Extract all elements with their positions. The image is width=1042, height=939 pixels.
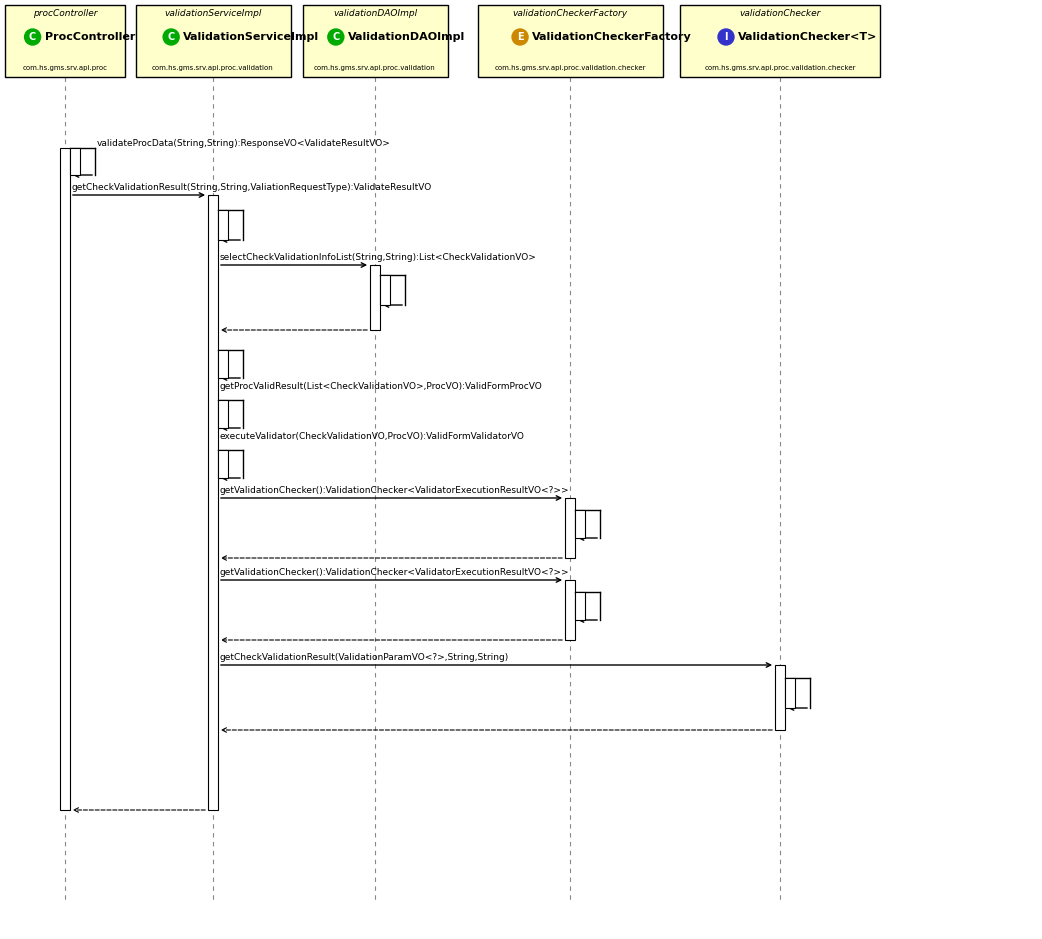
Bar xyxy=(565,498,575,558)
Text: ProcController: ProcController xyxy=(45,32,135,42)
Bar xyxy=(60,148,70,810)
Circle shape xyxy=(164,29,179,45)
Text: ValidationCheckerFactory: ValidationCheckerFactory xyxy=(532,32,692,42)
Text: ValidationDAOImpl: ValidationDAOImpl xyxy=(348,32,465,42)
Text: C: C xyxy=(29,32,36,42)
Circle shape xyxy=(718,29,734,45)
Bar xyxy=(218,210,228,240)
Text: executeValidator(CheckValidationVO,ProcVO):ValidFormValidatorVO: executeValidator(CheckValidationVO,ProcV… xyxy=(220,432,525,441)
Text: com.hs.gms.srv.api.proc.validation: com.hs.gms.srv.api.proc.validation xyxy=(152,65,274,71)
Text: I: I xyxy=(724,32,727,42)
Bar xyxy=(680,5,880,77)
Bar xyxy=(370,265,380,330)
Text: C: C xyxy=(168,32,175,42)
Text: getProcValidResult(List<CheckValidationVO>,ProcVO):ValidFormProcVO: getProcValidResult(List<CheckValidationV… xyxy=(220,382,543,391)
Text: selectCheckValidationInfoList(String,String):List<CheckValidationVO>: selectCheckValidationInfoList(String,Str… xyxy=(220,253,537,262)
Bar xyxy=(477,5,663,77)
Text: C: C xyxy=(332,32,340,42)
Text: procController: procController xyxy=(32,9,97,18)
Text: validationDAOImpl: validationDAOImpl xyxy=(333,9,417,18)
Text: E: E xyxy=(517,32,523,42)
Text: getCheckValidationResult(ValidationParamVO<?>,String,String): getCheckValidationResult(ValidationParam… xyxy=(220,653,510,662)
Text: getValidationChecker():ValidationChecker<ValidatorExecutionResultVO<?>>: getValidationChecker():ValidationChecker… xyxy=(220,568,570,577)
Bar xyxy=(208,195,218,810)
Circle shape xyxy=(328,29,344,45)
Text: com.hs.gms.srv.api.proc.validation: com.hs.gms.srv.api.proc.validation xyxy=(314,65,436,71)
Circle shape xyxy=(512,29,528,45)
Text: com.hs.gms.srv.api.proc.validation.checker: com.hs.gms.srv.api.proc.validation.check… xyxy=(704,65,855,71)
Text: validationCheckerFactory: validationCheckerFactory xyxy=(513,9,627,18)
Text: com.hs.gms.srv.api.proc: com.hs.gms.srv.api.proc xyxy=(23,65,107,71)
Text: getCheckValidationResult(String,String,ValiationRequestType):ValidateResultVO: getCheckValidationResult(String,String,V… xyxy=(72,183,432,192)
Bar xyxy=(775,665,785,730)
Text: com.hs.gms.srv.api.proc.validation.checker: com.hs.gms.srv.api.proc.validation.check… xyxy=(494,65,646,71)
Bar xyxy=(5,5,125,77)
Bar xyxy=(302,5,447,77)
Bar xyxy=(218,350,228,378)
Text: validateProcData(String,String):ResponseVO<ValidateResultVO>: validateProcData(String,String):Response… xyxy=(97,139,391,148)
Text: ValidationChecker<T>: ValidationChecker<T> xyxy=(738,32,877,42)
Text: validationChecker: validationChecker xyxy=(740,9,821,18)
Bar xyxy=(380,275,390,305)
Bar xyxy=(135,5,291,77)
Bar xyxy=(70,148,80,175)
Bar xyxy=(218,400,228,428)
Bar xyxy=(218,450,228,478)
Circle shape xyxy=(25,29,41,45)
Bar xyxy=(565,580,575,640)
Bar xyxy=(575,510,585,538)
Bar xyxy=(575,592,585,620)
Text: validationServiceImpl: validationServiceImpl xyxy=(165,9,262,18)
Bar xyxy=(785,678,795,708)
Text: ValidationServiceImpl: ValidationServiceImpl xyxy=(183,32,319,42)
Text: getValidationChecker():ValidationChecker<ValidatorExecutionResultVO<?>>: getValidationChecker():ValidationChecker… xyxy=(220,486,570,495)
